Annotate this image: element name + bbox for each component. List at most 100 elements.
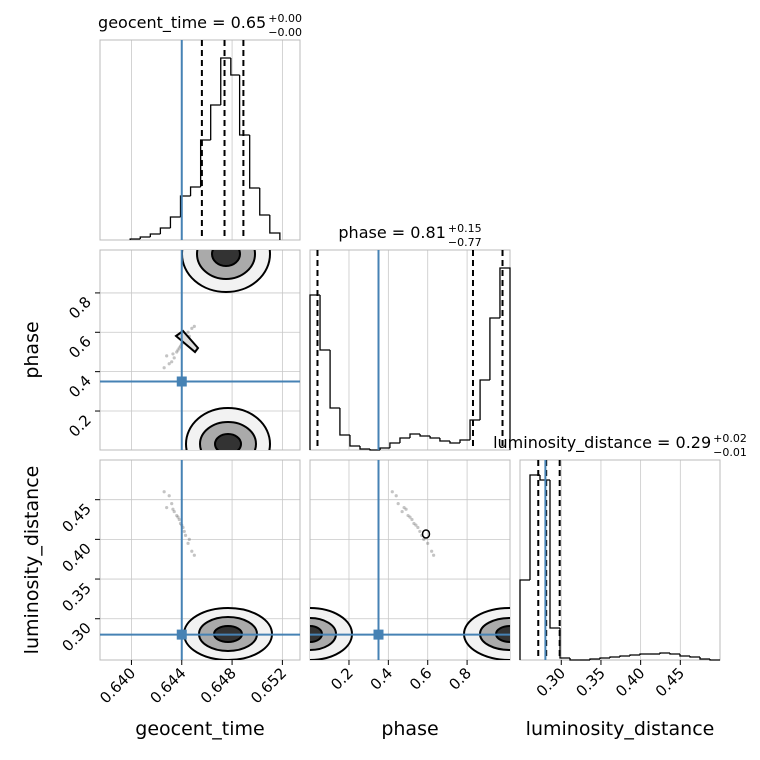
sample-point bbox=[175, 513, 179, 518]
sample-point bbox=[408, 515, 412, 519]
histogram-bin bbox=[249, 135, 260, 189]
histogram-bin bbox=[149, 233, 161, 237]
panel-frame bbox=[519, 459, 721, 661]
histogram-bin bbox=[369, 449, 381, 451]
histogram-bin bbox=[679, 654, 690, 657]
histogram-bin bbox=[230, 58, 240, 76]
truth-point bbox=[176, 629, 187, 640]
title-upper: +0.00 bbox=[268, 12, 302, 25]
y-tick-label: 0.8 bbox=[65, 293, 95, 323]
sample-point bbox=[177, 346, 181, 350]
sample-point bbox=[176, 348, 180, 352]
top-layer: geocent_time = 0.65 +0.00−0.00 0.2 0.4 0.6 0.… bbox=[21, 12, 747, 740]
sample-point bbox=[426, 541, 430, 545]
contour bbox=[211, 250, 241, 267]
x-tick-label: 0.45 bbox=[652, 664, 688, 700]
histogram-bin bbox=[689, 656, 700, 658]
title-lower: −0.77 bbox=[448, 236, 482, 249]
sample-point bbox=[170, 360, 174, 364]
contour bbox=[214, 433, 242, 450]
x-tick-label: 0.30 bbox=[533, 664, 569, 700]
truth-point bbox=[373, 629, 384, 640]
y-tick-label: 0.40 bbox=[58, 539, 94, 575]
sample-point bbox=[165, 506, 169, 510]
panel-title: luminosity_distance = 0.29 bbox=[493, 433, 711, 453]
sample-point bbox=[171, 352, 175, 356]
histogram-bin bbox=[669, 653, 680, 655]
title-lower: −0.00 bbox=[268, 26, 302, 39]
histogram-bin bbox=[619, 655, 630, 657]
panel-frame bbox=[309, 459, 511, 661]
histogram-bin bbox=[179, 195, 191, 217]
y-tick-label: 0.45 bbox=[58, 500, 94, 536]
sample-point bbox=[162, 490, 166, 494]
histogram-bin bbox=[449, 441, 460, 444]
sample-point bbox=[190, 549, 194, 553]
histogram-bin bbox=[559, 628, 570, 659]
sample-point bbox=[165, 354, 169, 358]
sample-point bbox=[396, 502, 400, 506]
histogram-bin bbox=[659, 652, 670, 654]
histogram-bin bbox=[639, 653, 650, 655]
y-tick-label: 0.4 bbox=[65, 372, 95, 402]
sample-point bbox=[390, 490, 394, 494]
histogram-bin bbox=[549, 480, 560, 629]
sample-point bbox=[167, 494, 171, 498]
x-tick-label: 0.4 bbox=[367, 664, 397, 694]
histogram-bin bbox=[129, 238, 141, 240]
y-tick-label: 0.2 bbox=[65, 411, 95, 441]
histogram-bin bbox=[238, 75, 250, 136]
histogram-bin bbox=[349, 435, 360, 447]
sample-point bbox=[190, 326, 194, 330]
sample-point bbox=[404, 507, 408, 511]
y-tick-label: 0.6 bbox=[65, 332, 95, 362]
sample-point bbox=[416, 525, 420, 530]
histogram-bin bbox=[210, 104, 221, 140]
histogram-bin bbox=[359, 446, 371, 450]
y-tick-label: 0.30 bbox=[58, 619, 94, 655]
panel-frame bbox=[99, 459, 301, 661]
sample-point bbox=[394, 494, 398, 498]
histogram-bin bbox=[269, 215, 281, 240]
sample-point bbox=[402, 506, 406, 510]
histogram-bin bbox=[319, 295, 331, 351]
x-tick-label: 0.2 bbox=[327, 664, 357, 694]
histogram-bin bbox=[709, 659, 720, 661]
title-upper: +0.02 bbox=[713, 432, 747, 445]
histogram-bin bbox=[629, 654, 640, 656]
histogram-bin bbox=[599, 657, 610, 659]
sample-point bbox=[172, 356, 176, 360]
histogram-bin bbox=[459, 439, 471, 443]
histogram-bin bbox=[439, 438, 450, 442]
x-tick-label: 0.40 bbox=[612, 664, 648, 700]
sample-point bbox=[177, 517, 181, 522]
title-upper: +0.15 bbox=[448, 222, 482, 235]
histogram-bin bbox=[399, 437, 410, 443]
panel-title: geocent_time = 0.65 bbox=[98, 13, 266, 33]
sample-point bbox=[172, 509, 176, 514]
sample-point bbox=[192, 553, 196, 557]
sample-point bbox=[186, 541, 190, 545]
histogram-bin bbox=[409, 433, 421, 438]
histogram-bin bbox=[589, 658, 600, 660]
x-axis-label: luminosity_distance bbox=[526, 718, 715, 740]
histogram-bin bbox=[489, 317, 500, 380]
histogram-bin bbox=[469, 419, 481, 440]
histogram-bin bbox=[519, 579, 530, 660]
x-axis-label: geocent_time bbox=[135, 718, 264, 740]
x-tick-label: 0.35 bbox=[572, 664, 608, 700]
sample-point bbox=[430, 549, 434, 553]
sample-point bbox=[175, 350, 179, 354]
histogram-bin bbox=[309, 294, 321, 450]
panel-title: phase = 0.81 bbox=[338, 223, 445, 242]
sample-point bbox=[418, 529, 422, 534]
sample-point bbox=[412, 521, 416, 526]
sample-point bbox=[176, 515, 180, 519]
title-lower: −0.01 bbox=[713, 446, 747, 459]
histogram-bin bbox=[479, 379, 490, 420]
histogram-bin bbox=[609, 656, 620, 658]
sample-point bbox=[183, 533, 188, 537]
contour bbox=[421, 529, 431, 539]
sample-point bbox=[167, 362, 171, 366]
